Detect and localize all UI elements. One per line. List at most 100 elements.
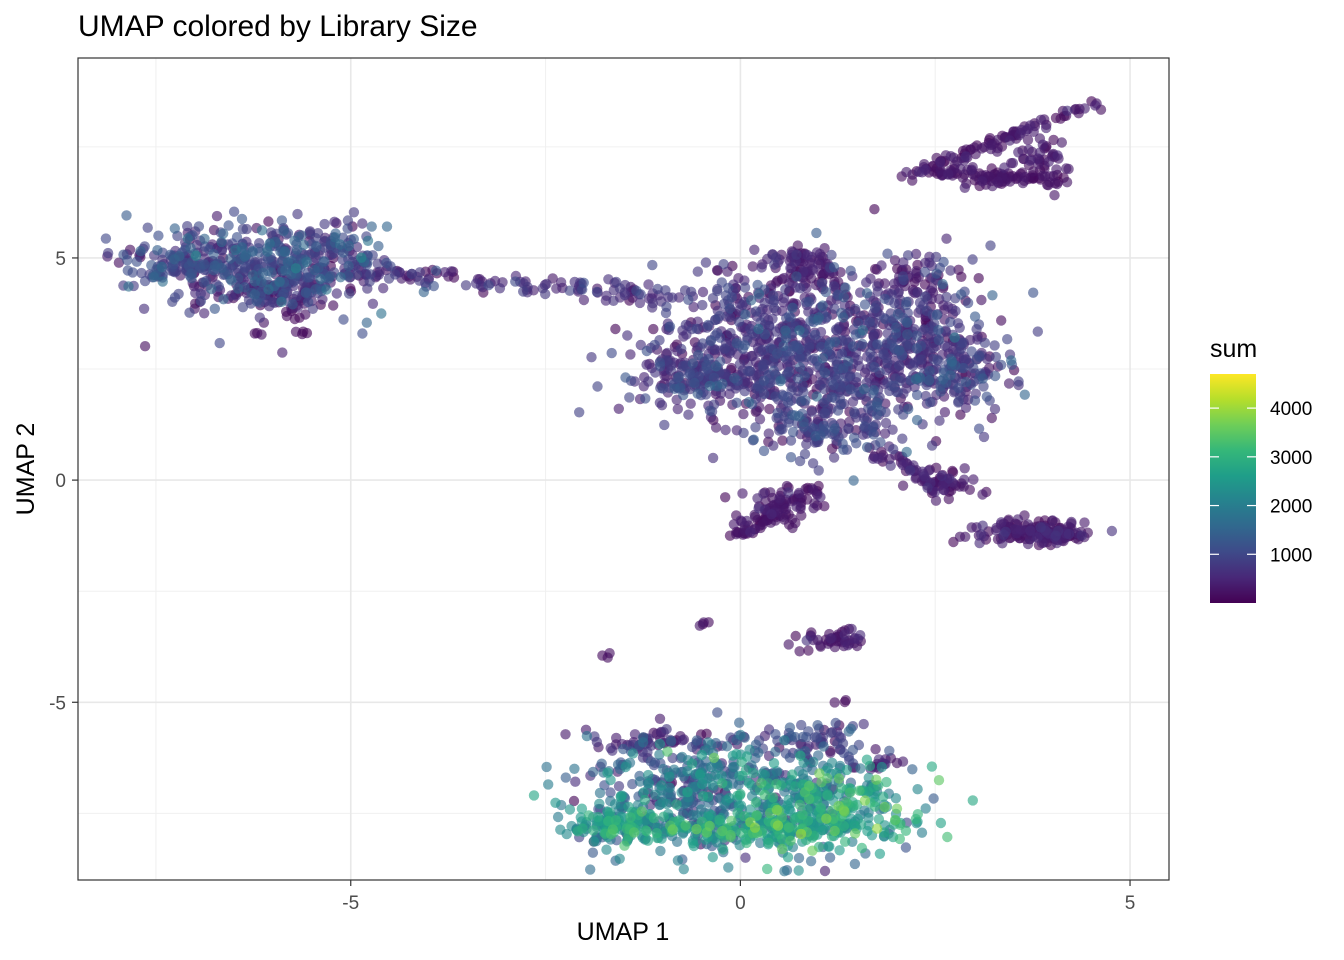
data-point xyxy=(587,847,599,858)
data-point xyxy=(685,286,697,297)
data-point xyxy=(737,488,748,499)
data-point xyxy=(897,459,908,471)
data-point xyxy=(694,620,705,631)
data-point xyxy=(610,815,621,826)
data-point xyxy=(775,424,787,435)
data-point xyxy=(265,227,277,238)
data-point xyxy=(541,761,552,773)
data-point xyxy=(978,431,990,443)
data-point xyxy=(572,826,583,837)
data-point xyxy=(986,412,997,424)
data-point xyxy=(783,639,794,650)
data-point xyxy=(691,824,702,835)
data-point xyxy=(735,515,746,526)
data-point xyxy=(724,311,736,323)
data-point xyxy=(911,330,922,341)
data-point xyxy=(300,309,311,320)
data-point xyxy=(768,290,779,301)
data-point xyxy=(985,139,997,151)
data-point xyxy=(847,341,859,352)
data-point xyxy=(849,406,860,418)
data-point xyxy=(351,241,363,253)
data-point xyxy=(901,296,912,308)
data-point xyxy=(583,810,594,821)
data-point xyxy=(882,357,893,369)
data-point xyxy=(712,327,723,339)
data-point xyxy=(768,365,779,376)
data-point xyxy=(838,444,849,455)
data-point xyxy=(731,748,742,760)
data-point xyxy=(625,812,636,823)
data-point xyxy=(783,487,794,498)
data-point xyxy=(642,746,653,758)
data-point xyxy=(697,791,709,802)
data-point xyxy=(931,309,943,321)
data-point xyxy=(793,411,805,422)
data-point xyxy=(319,218,330,230)
data-point xyxy=(1004,135,1015,146)
data-point xyxy=(779,735,790,746)
data-point xyxy=(648,812,660,824)
data-point xyxy=(658,811,669,822)
data-point xyxy=(1003,378,1015,389)
data-point xyxy=(820,286,832,298)
data-point xyxy=(793,865,804,876)
data-point xyxy=(372,258,383,269)
data-point xyxy=(585,864,596,875)
data-point xyxy=(691,735,703,746)
data-point xyxy=(348,207,360,218)
data-point xyxy=(758,488,769,499)
data-point xyxy=(941,291,952,303)
data-point xyxy=(494,283,506,294)
data-point xyxy=(118,249,129,260)
data-point xyxy=(903,403,914,415)
data-point xyxy=(1061,163,1072,174)
data-point xyxy=(745,526,756,538)
data-point xyxy=(237,223,249,235)
data-point xyxy=(731,338,742,349)
data-point xyxy=(643,279,654,290)
data-point xyxy=(731,397,742,408)
data-point xyxy=(629,729,641,740)
data-point xyxy=(874,848,886,859)
data-point xyxy=(845,723,857,734)
data-point xyxy=(289,313,300,325)
data-point xyxy=(334,239,346,250)
x-tick-label: -5 xyxy=(342,893,359,914)
data-point xyxy=(902,329,913,340)
x-axis-ticks: -5 0 5 xyxy=(342,880,1135,914)
data-point xyxy=(661,798,673,810)
data-point xyxy=(655,361,666,372)
data-point xyxy=(1025,525,1036,536)
data-point xyxy=(131,256,142,267)
data-point xyxy=(102,247,114,259)
data-point xyxy=(640,393,651,404)
data-point xyxy=(823,841,834,852)
data-point xyxy=(787,426,799,438)
data-point xyxy=(926,260,937,272)
data-point xyxy=(1062,105,1073,117)
data-point xyxy=(855,630,866,641)
data-point xyxy=(803,296,815,307)
data-point xyxy=(230,244,241,256)
data-point xyxy=(726,815,737,826)
data-point xyxy=(660,285,671,296)
data-point xyxy=(414,275,425,286)
data-point xyxy=(199,259,210,270)
data-point xyxy=(1063,528,1075,540)
data-point xyxy=(152,245,163,256)
chart-title: UMAP colored by Library Size xyxy=(78,10,478,43)
data-point xyxy=(389,269,401,280)
data-point xyxy=(560,729,571,740)
data-point xyxy=(697,286,709,298)
data-point xyxy=(652,283,663,295)
data-point xyxy=(156,261,167,273)
data-point xyxy=(1012,514,1024,525)
data-point xyxy=(812,720,823,731)
data-point xyxy=(818,741,829,752)
data-point xyxy=(776,843,788,855)
data-point xyxy=(793,487,805,499)
data-point xyxy=(803,645,814,656)
data-point xyxy=(871,823,883,834)
data-point xyxy=(1015,524,1026,535)
